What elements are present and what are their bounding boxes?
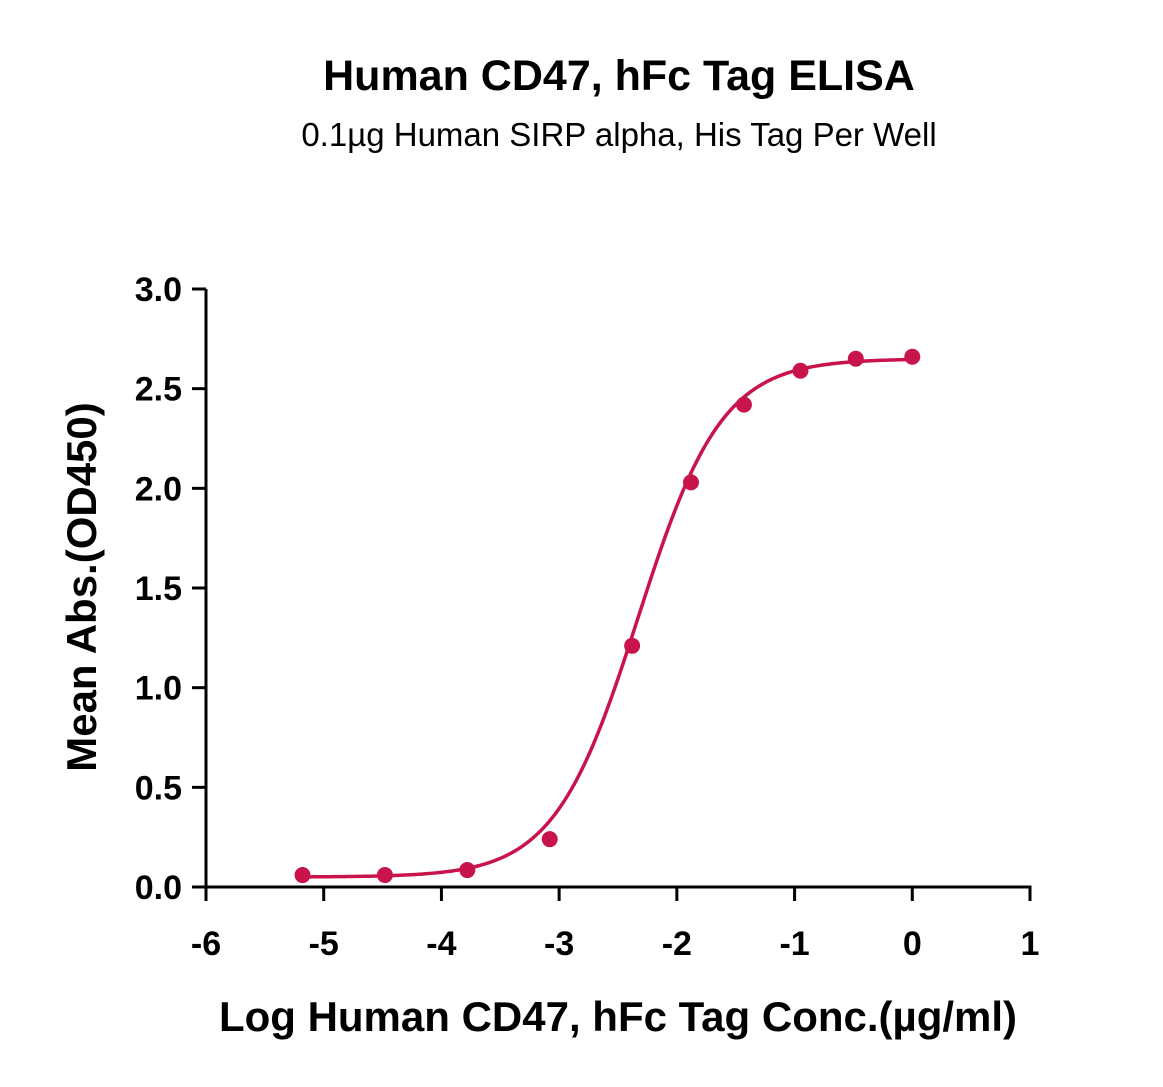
data-point	[376, 867, 393, 884]
data-point	[541, 831, 558, 848]
y-tick-label: 0.5	[135, 769, 182, 807]
y-tick-label: 0.0	[135, 869, 182, 907]
x-tick-label: -6	[191, 925, 221, 963]
axes	[192, 287, 1032, 901]
data-point	[847, 350, 864, 367]
fit-curve	[302, 357, 913, 879]
x-tick-label: -5	[309, 925, 339, 963]
data-point	[624, 637, 641, 654]
x-axis-title: Log Human CD47, hFc Tag Conc.(µg/ml)	[219, 993, 1017, 1040]
data-point	[735, 396, 752, 413]
data-point	[294, 867, 311, 884]
y-tick-label: 2.0	[135, 470, 182, 508]
x-tick-label: -2	[662, 925, 692, 963]
data-point	[682, 474, 699, 491]
x-tick-label: 1	[1021, 925, 1040, 963]
data-point	[792, 362, 809, 379]
x-tick-label: -3	[544, 925, 574, 963]
y-tick-label: 1.5	[135, 570, 182, 608]
tick-labels-layer: 0.0 0.5 1.0 1.5 2.0 2.5 3.0 -6 -5 -4 -3 -2 -1 0 1	[135, 271, 1040, 963]
x-tick-label: 0	[903, 925, 922, 963]
y-axis-title: Mean Abs.(OD450)	[58, 402, 105, 772]
fit-curve-layer	[302, 357, 913, 879]
y-tick-label: 2.5	[135, 371, 182, 409]
chart-title: Human CD47, hFc Tag ELISA	[323, 52, 915, 100]
x-tick-label: -4	[426, 925, 456, 963]
data-point	[904, 348, 921, 365]
y-tick-label: 1.0	[135, 670, 182, 708]
y-tick-label: 3.0	[135, 271, 182, 309]
x-tick-label: -1	[779, 925, 809, 963]
chart-subtitle: 0.1µg Human SIRP alpha, His Tag Per Well	[301, 116, 937, 153]
data-point	[459, 862, 476, 879]
data-points-layer	[294, 348, 921, 884]
